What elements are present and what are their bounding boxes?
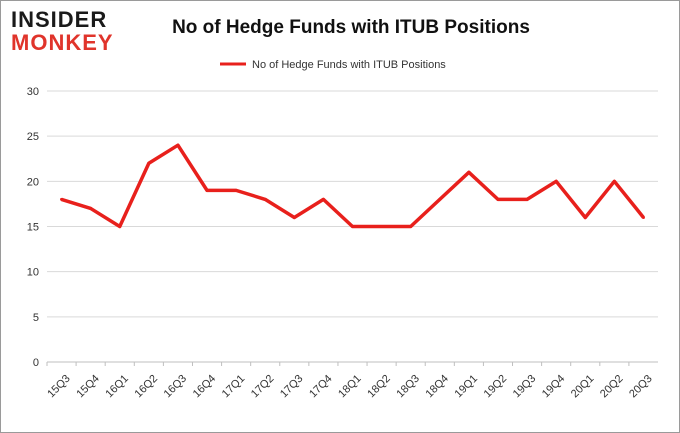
y-tick-label: 10: [27, 267, 39, 279]
y-tick-label: 25: [27, 131, 39, 143]
x-tick-label: 17Q3: [278, 373, 306, 401]
legend: No of Hedge Funds with ITUB Positions: [220, 59, 446, 71]
chart-title: No of Hedge Funds with ITUB Positions: [172, 17, 530, 38]
data-point: [525, 197, 529, 201]
y-tick-label: 0: [33, 357, 39, 369]
x-tick-label: 15Q4: [74, 373, 102, 401]
logo-line-2: MONKEY: [11, 30, 114, 55]
grid-lines: [47, 90, 658, 363]
x-tick-label: 16Q4: [191, 373, 219, 401]
data-point: [409, 225, 413, 228]
y-tick-label: 5: [33, 312, 39, 324]
data-point: [496, 197, 500, 201]
x-tick-label: 17Q1: [220, 373, 248, 401]
data-point: [467, 170, 471, 174]
x-axis-ticks: 15Q3 15Q4 16Q1 16Q2 16Q3 16Q4 17Q1 17Q2 17Q3 17Q4…: [45, 362, 655, 401]
legend-label: No of Hedge Funds with ITUB Positions: [252, 59, 446, 71]
y-tick-label: 30: [27, 86, 39, 98]
x-tick-label: 18Q1: [336, 373, 364, 401]
x-tick-label: 20Q2: [598, 373, 626, 401]
data-point: [176, 143, 180, 147]
data-point: [351, 225, 354, 228]
data-point: [147, 161, 151, 165]
insider-monkey-logo: INSIDER MONKEY: [11, 9, 131, 59]
series-group: [60, 143, 645, 229]
data-point: [263, 197, 267, 201]
y-tick-label: 15: [27, 222, 39, 234]
data-point: [583, 215, 587, 219]
x-tick-label: 18Q3: [394, 373, 422, 401]
data-point: [234, 188, 238, 192]
x-tick-label: 19Q1: [453, 373, 481, 401]
x-tick-label: 15Q3: [45, 373, 73, 401]
x-tick-label: 16Q2: [133, 373, 161, 401]
x-tick-label: 16Q3: [162, 373, 190, 401]
series-line: [61, 143, 645, 229]
data-point: [321, 197, 325, 201]
data-point: [118, 225, 122, 228]
x-tick-label: 16Q1: [103, 373, 131, 401]
x-tick-label: 20Q3: [627, 373, 655, 401]
data-point: [554, 179, 558, 183]
data-point: [641, 215, 645, 219]
x-tick-label: 17Q4: [307, 373, 335, 401]
x-tick-label: 18Q2: [365, 373, 393, 401]
data-point: [205, 188, 209, 192]
data-point: [89, 206, 93, 210]
data-point: [60, 197, 64, 201]
x-tick-label: 17Q2: [249, 373, 277, 401]
y-tick-label: 20: [27, 176, 39, 188]
data-point: [612, 179, 616, 183]
x-tick-label: 19Q4: [540, 373, 568, 401]
data-point: [380, 225, 384, 228]
x-tick-label: 20Q1: [569, 373, 597, 401]
x-tick-label: 19Q3: [511, 373, 539, 401]
logo-line-1: INSIDER: [11, 7, 108, 32]
data-point: [292, 215, 296, 219]
x-tick-label: 18Q4: [423, 373, 451, 401]
data-point: [438, 197, 442, 201]
x-tick-label: 19Q2: [482, 373, 510, 401]
y-axis-ticks: 0 5 10 15 20 25 30: [27, 86, 39, 369]
